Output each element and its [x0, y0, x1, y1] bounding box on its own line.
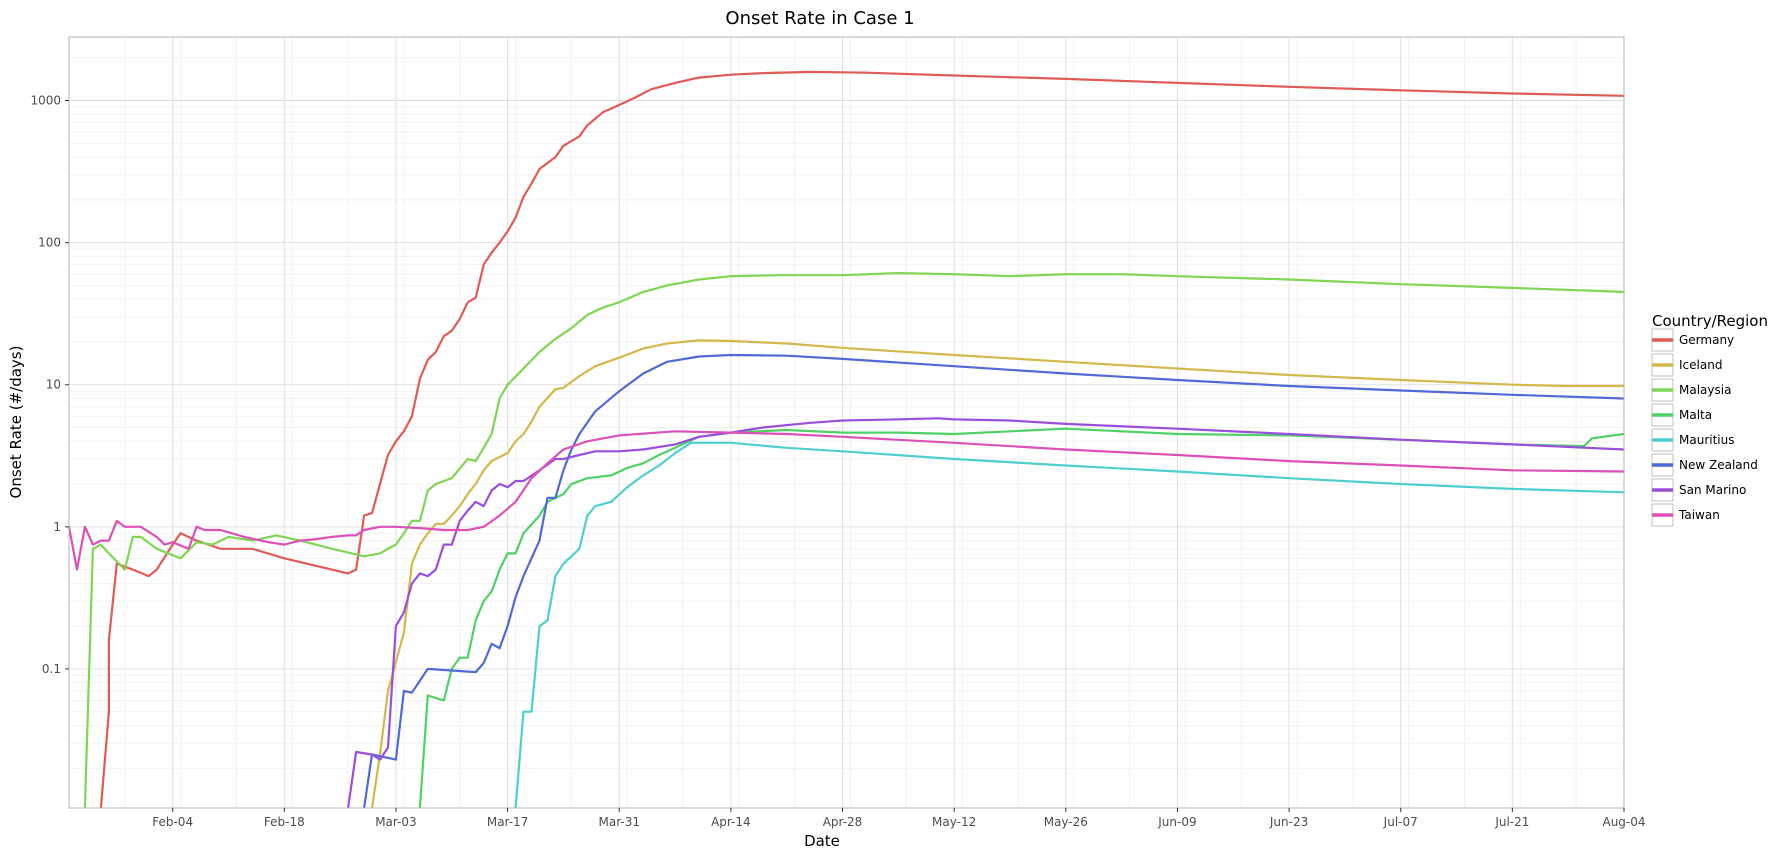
legend-item: Mauritius: [1651, 428, 1734, 452]
x-tick-label: May-26: [1044, 815, 1088, 829]
y-tick-label: 1: [53, 520, 61, 534]
legend-item: Malta: [1651, 403, 1712, 427]
x-tick-label: Apr-28: [823, 815, 863, 829]
x-tick-label: Jul-07: [1383, 815, 1418, 829]
x-tick-label: Mar-17: [487, 815, 528, 829]
legend-label: Malta: [1679, 408, 1712, 422]
series-line-taiwan: [67, 430, 1625, 571]
grid: [68, 37, 1625, 808]
series-line-new-zealand: [363, 353, 1625, 809]
legend-label: New Zealand: [1679, 458, 1758, 472]
legend-item: Germany: [1651, 328, 1734, 352]
legend-label: Mauritius: [1679, 433, 1734, 447]
y-tick-label: 0.1: [42, 662, 61, 676]
series-line-malta: [418, 427, 1625, 809]
legend-title: Country/Region: [1652, 312, 1768, 330]
legend-label: Germany: [1679, 333, 1734, 347]
y-axis-title: Onset Rate (#/days): [7, 346, 25, 499]
x-tick-label: Mar-31: [598, 815, 639, 829]
y-tick-label: 10: [46, 378, 61, 392]
series-line-san-marino: [347, 417, 1625, 809]
plot-border: [68, 36, 1625, 809]
legend-item: New Zealand: [1651, 453, 1758, 477]
legend-item: Iceland: [1651, 353, 1722, 377]
y-tick-label: 100: [38, 236, 61, 250]
x-tick-label: Mar-03: [375, 815, 416, 829]
legend-label: Taiwan: [1678, 508, 1720, 522]
legend-item: Malaysia: [1651, 378, 1731, 402]
legend-label: Iceland: [1679, 358, 1722, 372]
series-line-malaysia: [83, 272, 1625, 809]
x-tick-label: Aug-04: [1602, 815, 1645, 829]
x-tick-label: May-12: [932, 815, 976, 829]
x-tick-label: Feb-04: [152, 815, 193, 829]
legend-label: San Marino: [1679, 483, 1746, 497]
chart-title: Onset Rate in Case 1: [725, 8, 914, 29]
series-lines: [67, 70, 1625, 809]
series-line-iceland: [370, 339, 1624, 809]
legend-item: Taiwan: [1651, 503, 1720, 527]
x-tick-label: Jun-09: [1157, 815, 1196, 829]
legend-label: Malaysia: [1679, 383, 1731, 397]
y-tick-label: 1000: [30, 94, 61, 108]
x-tick-label: Jun-23: [1269, 815, 1308, 829]
legend-item: San Marino: [1651, 478, 1746, 502]
series-line-mauritius: [514, 441, 1625, 809]
x-axis-title: Date: [804, 832, 840, 850]
x-tick-label: Feb-18: [264, 815, 305, 829]
x-tick-label: Jul-21: [1494, 815, 1529, 829]
x-tick-label: Apr-14: [711, 815, 751, 829]
y-axis: 0.1 1 10 100 1000: [30, 94, 69, 676]
legend: Country/Region Germany Iceland Malaysia Mal…: [1651, 312, 1768, 527]
x-axis: Feb-04 Feb-18 Mar-03 Mar-17 Mar-31 Apr-14 Apr-…: [152, 808, 1646, 829]
